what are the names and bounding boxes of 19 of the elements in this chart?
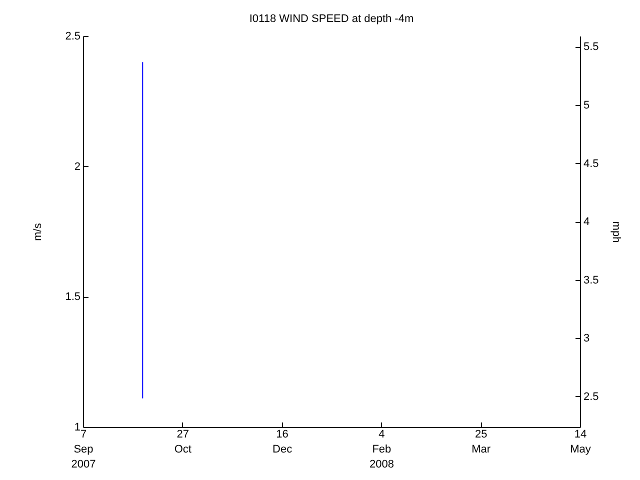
x-tick-label: 16 Dec [272, 428, 293, 456]
y-tick-label: 2.5 [65, 30, 80, 42]
y2-tick-label: 2.5 [584, 390, 599, 403]
x-tick-label: 4 Feb 2008 [369, 428, 394, 470]
y2-tick-label: 3.5 [584, 274, 599, 286]
y-axis-title: m/s [32, 222, 44, 241]
y-tick-label: 2 [74, 160, 80, 173]
x-tick-label: 25 Mar [472, 428, 491, 456]
y-tick-label: 1.5 [65, 291, 80, 304]
y2-tick-label: 5 [584, 99, 590, 112]
y2-axis-title: mph [610, 221, 622, 243]
y2-tick-label: 4 [584, 216, 590, 228]
y2-tick-label: 4.5 [584, 158, 599, 170]
chart-title: I0118 WIND SPEED at depth -4m [249, 13, 414, 25]
y2-tick-label: 5.5 [584, 41, 599, 54]
x-tick-label: 27 Oct [174, 428, 192, 456]
y-tick-label: 1 [74, 422, 80, 434]
x-tick-label: 14 May [570, 428, 592, 456]
y2-tick-label: 3 [584, 332, 590, 345]
